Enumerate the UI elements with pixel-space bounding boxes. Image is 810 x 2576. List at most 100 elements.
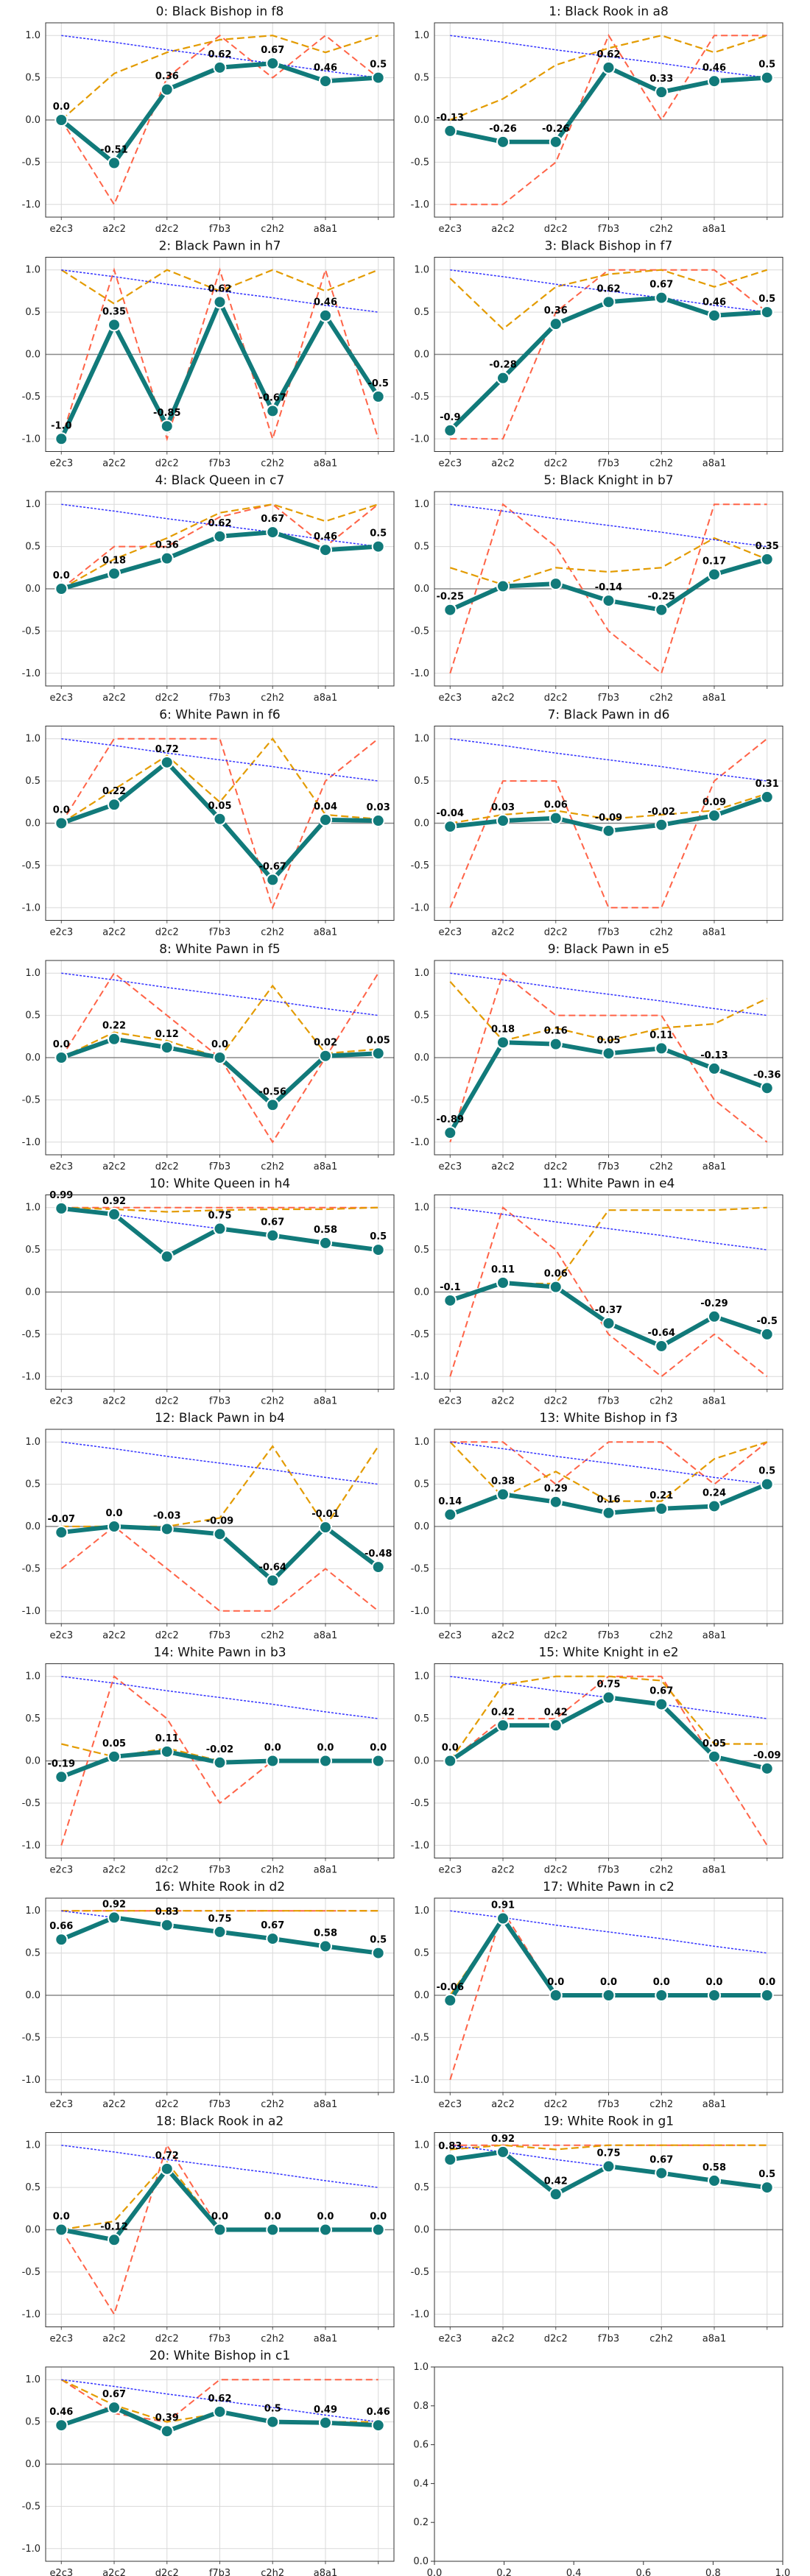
- data-label: 0.05: [102, 1738, 126, 1749]
- subplot-title: 18: Black Rook in a2: [156, 2115, 284, 2129]
- x-tick-label: e2c3: [49, 1161, 73, 1172]
- x-tick-label: a8a1: [314, 2099, 337, 2110]
- subplot-frame: [45, 1897, 395, 2093]
- subplot-title: 12: Black Pawn in b4: [155, 1411, 285, 1426]
- data-point: [602, 2159, 616, 2173]
- y-tick-label: -0.5: [411, 2032, 429, 2043]
- data-point: [655, 1339, 669, 1353]
- data-point: [549, 317, 563, 331]
- data-label: 0.5: [758, 1466, 775, 1477]
- x-tick-label: a2c2: [102, 2334, 126, 2345]
- x-tick-label: c2h2: [261, 1396, 284, 1407]
- data-label: 0.62: [596, 49, 620, 60]
- data-point: [602, 594, 616, 608]
- series-red-dashed: [449, 737, 768, 909]
- data-label: 0.0: [211, 1039, 228, 1050]
- data-point: [496, 1719, 510, 1733]
- x-tick-label: d2c2: [544, 459, 568, 470]
- x-tick-label: d2c2: [155, 1396, 179, 1407]
- data-point: [443, 1754, 457, 1768]
- data-label: -0.51: [100, 145, 127, 156]
- x-tick-label: a8a1: [702, 2334, 726, 2345]
- x-tick-label: f7b3: [209, 2099, 230, 2110]
- data-point: [54, 432, 68, 446]
- subplot-title: 1: Black Rook in a8: [549, 4, 669, 19]
- x-tick-label: a8a1: [702, 693, 726, 704]
- y-tick-label: 0.5: [414, 776, 429, 787]
- data-point: [496, 371, 510, 385]
- subplot-16: 1.0 0.5 0.0 -0.5 -1.0 e2c3 a2c2 d2c2 f7b3 c2h2 a8a…: [22, 1880, 395, 2110]
- y-tick-label: -0.5: [22, 1329, 40, 1340]
- subplot-frame: [434, 22, 783, 218]
- y-tick-label: 0.0: [25, 584, 40, 595]
- data-label: 0.91: [491, 1900, 515, 1911]
- y-tick-label: -1.0: [411, 434, 429, 445]
- data-label: 0.0: [53, 1039, 70, 1050]
- subplot-title: 7: Black Pawn in d6: [548, 708, 670, 723]
- data-point: [318, 74, 332, 88]
- data-point: [371, 71, 385, 85]
- data-label: 0.92: [102, 1196, 126, 1207]
- y-tick-label: 0.0: [25, 818, 40, 829]
- data-label: 0.0: [317, 1743, 334, 1754]
- data-label: 0.67: [261, 514, 284, 525]
- x-tick-label: f7b3: [209, 1865, 230, 1876]
- x-tick-label: d2c2: [544, 927, 568, 938]
- subplot-8: 1.0 0.5 0.0 -0.5 -1.0 e2c3 a2c2 d2c2 f7b3 c2h2 a8a…: [22, 942, 395, 1172]
- data-point: [602, 1989, 616, 2002]
- data-point: [318, 308, 332, 322]
- y-tick-label: 0.5: [25, 1713, 40, 1724]
- data-label: 0.92: [102, 1899, 126, 1910]
- series-blue-dotted: [61, 2144, 378, 2188]
- data-point: [549, 811, 563, 825]
- data-label: 0.5: [370, 60, 387, 71]
- data-label: 0.35: [102, 306, 126, 317]
- subplot-frame: [434, 960, 783, 1156]
- data-label: 0.0: [264, 1743, 281, 1754]
- x-tick-label: f7b3: [209, 1396, 230, 1407]
- data-label: 0.67: [649, 2155, 673, 2166]
- data-label: -0.13: [700, 1050, 728, 1061]
- subplot-6: 1.0 0.5 0.0 -0.5 -1.0 e2c3 a2c2 d2c2 f7b3 c2h2 a8a…: [22, 708, 395, 938]
- x-tick-label: d2c2: [155, 927, 179, 938]
- x-tick-label: c2h2: [649, 2334, 673, 2345]
- data-point: [443, 124, 457, 138]
- data-label: -0.28: [489, 360, 516, 371]
- x-tick-label: a8a1: [702, 2099, 726, 2110]
- data-point: [266, 2415, 280, 2429]
- data-label: -0.02: [206, 1744, 233, 1755]
- subplot-title: 10: White Queen in h4: [149, 1177, 290, 1192]
- series-blue-dotted: [61, 972, 378, 1016]
- data-point: [602, 1047, 616, 1061]
- data-point: [443, 423, 457, 437]
- y-tick-label: 0.0: [25, 115, 40, 126]
- y-tick-label: 1.0: [25, 734, 40, 745]
- data-label: 0.39: [155, 2413, 179, 2424]
- series-blue-dotted: [450, 269, 767, 313]
- x-tick-label: f7b3: [209, 224, 230, 235]
- data-label: 0.62: [208, 49, 231, 60]
- data-point: [760, 1081, 774, 1095]
- data-point: [760, 1327, 774, 1341]
- subplot-7: 1.0 0.5 0.0 -0.5 -1.0 e2c3 a2c2 d2c2 f7b3 c2h2 a8a…: [411, 708, 783, 938]
- data-label: 0.04: [314, 802, 337, 813]
- series-orange-dashed: [449, 269, 768, 330]
- data-label: 0.42: [544, 2176, 568, 2187]
- data-point: [496, 1911, 510, 1925]
- data-point: [108, 318, 122, 332]
- y-tick-label: 1.0: [25, 1203, 40, 1214]
- x-tick-label: e2c3: [49, 693, 73, 704]
- series-orange-dashed: [449, 1441, 768, 1502]
- data-point: [707, 74, 721, 88]
- data-point: [213, 2223, 227, 2237]
- data-point: [443, 1993, 457, 2007]
- y-tick-label: -0.5: [411, 860, 429, 871]
- data-label: -0.09: [206, 1515, 233, 1526]
- data-label: 0.05: [208, 801, 231, 812]
- subplot-12: 1.0 0.5 0.0 -0.5 -1.0 e2c3 a2c2 d2c2 f7b3 c2h2 a8a…: [22, 1411, 395, 1641]
- data-label: 0.42: [544, 1707, 568, 1718]
- data-label: 0.0: [264, 2212, 281, 2223]
- x-tick-label: 1.0: [775, 2568, 791, 2576]
- data-label: 0.0: [370, 1743, 387, 1754]
- data-label: -0.9: [440, 412, 460, 423]
